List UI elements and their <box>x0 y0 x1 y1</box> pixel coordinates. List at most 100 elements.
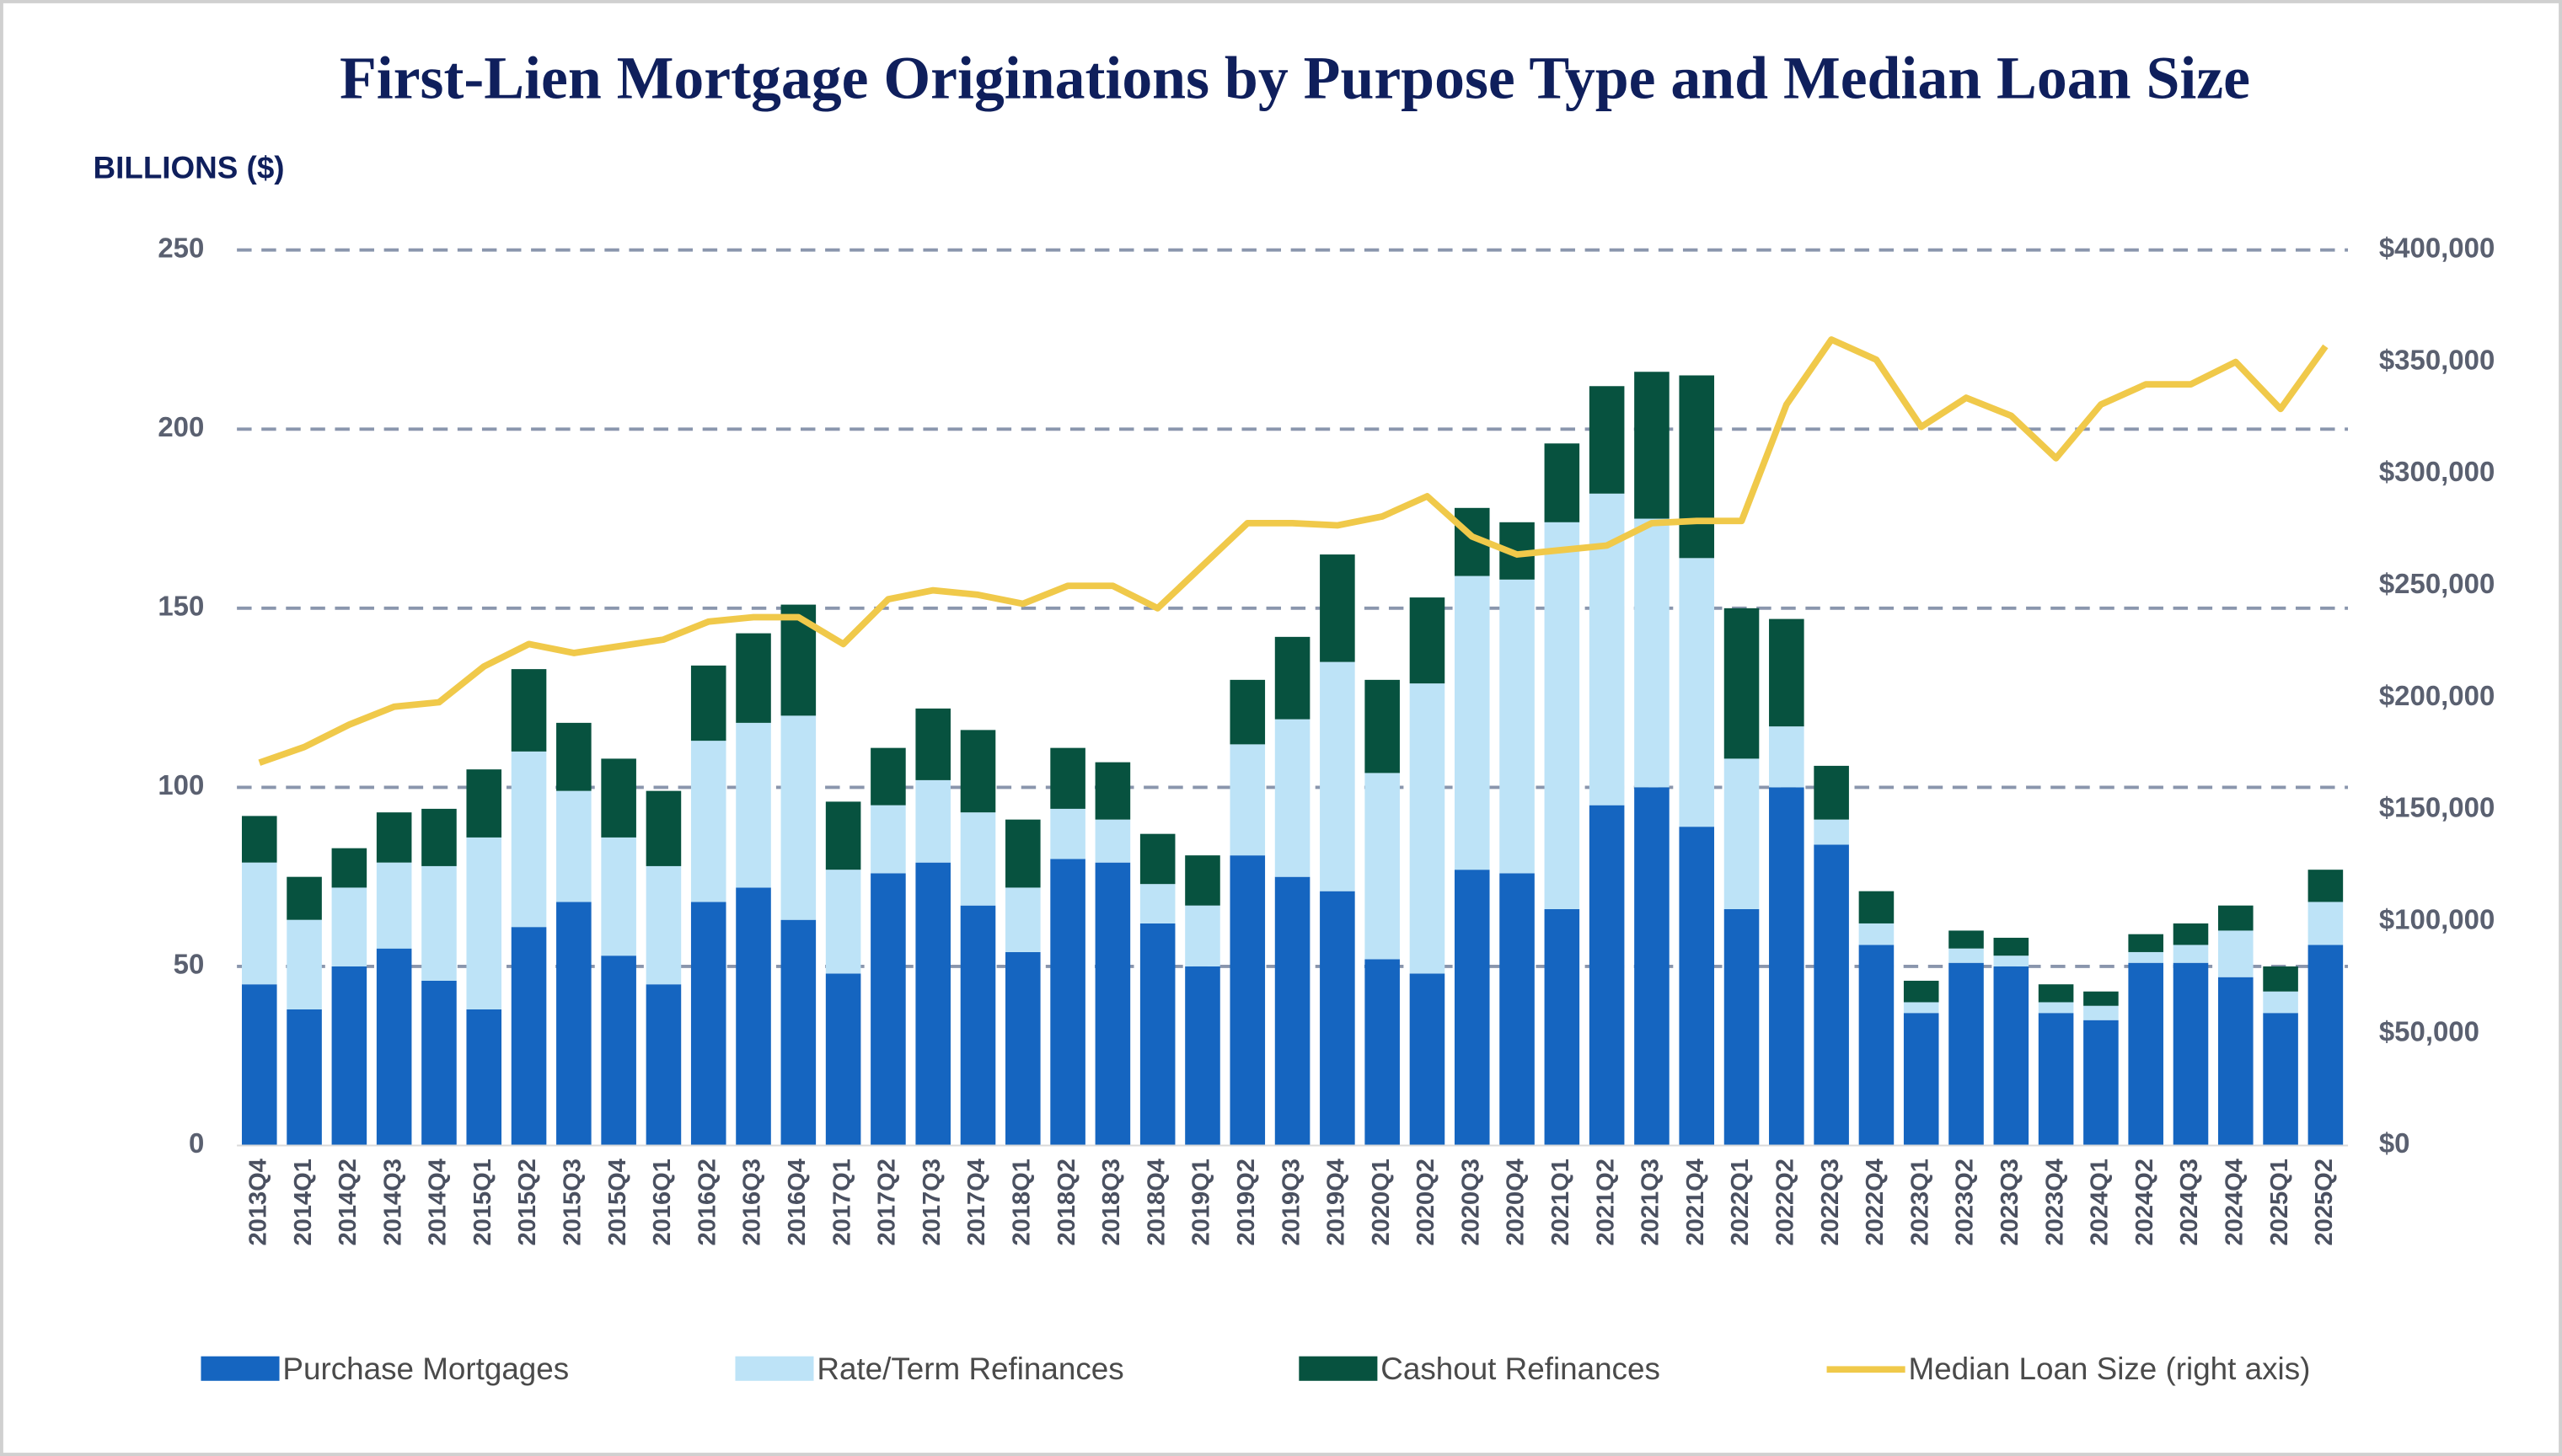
bar-segment <box>1948 962 1984 1146</box>
x-tick-label: 2022Q1 <box>1727 1159 1754 1246</box>
x-tick-label: 2023Q4 <box>2041 1158 2068 1245</box>
bar-segment <box>1858 945 1895 1146</box>
chart-title: First-Lien Mortgage Originations by Purp… <box>339 46 2250 113</box>
bar-segment <box>1005 887 1041 952</box>
bar-segment <box>1050 747 1085 809</box>
bar-segment <box>780 715 817 920</box>
bar-segment <box>1634 518 1670 788</box>
x-tick-label: 2020Q2 <box>1412 1159 1439 1246</box>
bar-segment <box>1005 819 1041 888</box>
bar-segment <box>1814 844 1849 1146</box>
x-tick-label: 2019Q3 <box>1278 1159 1305 1246</box>
bar-segment <box>2083 1020 2119 1146</box>
x-tick-label: 2021Q4 <box>1682 1158 1709 1245</box>
bar-segment <box>601 956 636 1146</box>
x-tick-label: 2025Q2 <box>2311 1159 2338 1246</box>
bar-segment <box>1409 973 1445 1146</box>
y-tick-label: 250 <box>158 232 204 263</box>
y-axis-label: BILLIONS ($) <box>94 150 285 185</box>
x-tick-label: 2021Q2 <box>1592 1159 1619 1246</box>
bar-segment <box>1230 744 1266 856</box>
x-tick-label: 2016Q1 <box>649 1159 676 1246</box>
x-tick-label: 2021Q1 <box>1547 1159 1574 1246</box>
x-tick-label: 2023Q3 <box>1997 1159 2023 1246</box>
bar-segment <box>1679 375 1715 559</box>
x-tick-label: 2020Q3 <box>1457 1159 1484 1246</box>
bar-segment <box>1139 884 1176 923</box>
x-tick-label: 2021Q3 <box>1637 1159 1664 1246</box>
bar-segment <box>915 708 951 780</box>
bar-segment <box>556 722 592 791</box>
bar-segment <box>1139 923 1176 1146</box>
x-tick-label: 2018Q2 <box>1053 1159 1080 1246</box>
bar-segment <box>960 905 996 1146</box>
x-tick-label: 2023Q2 <box>1952 1159 1979 1246</box>
bar-segment <box>601 758 636 838</box>
bar-segment <box>1185 855 1220 906</box>
bar-segment <box>421 865 457 981</box>
x-tick-label: 2014Q4 <box>425 1158 452 1245</box>
y2-tick-label: $100,000 <box>2379 904 2495 935</box>
bar-segment <box>1679 827 1715 1146</box>
bar-segment <box>1320 661 1355 891</box>
bar-segment <box>1499 873 1535 1146</box>
bar-segment <box>871 747 906 806</box>
bar-segment <box>1993 966 2029 1146</box>
y-tick-label: 100 <box>158 769 204 800</box>
x-tick-label: 2017Q4 <box>963 1158 990 1245</box>
x-tick-label: 2022Q2 <box>1772 1159 1799 1246</box>
y-tick-label: 150 <box>158 591 204 622</box>
bar-segment <box>2263 1013 2298 1146</box>
x-tick-label: 2018Q1 <box>1008 1159 1035 1246</box>
bar-segment <box>1095 819 1131 863</box>
bar-segment <box>1589 805 1625 1146</box>
bar-segment <box>690 902 726 1146</box>
bar-segment <box>2307 945 2344 1146</box>
bar-segment <box>1589 386 1625 494</box>
bar-segment <box>1320 554 1355 662</box>
bar-segment <box>2263 966 2298 992</box>
bar-segment <box>2307 870 2344 902</box>
bar-segment <box>1185 905 1220 966</box>
y2-tick-label: $300,000 <box>2379 456 2495 487</box>
bar-segment <box>1274 876 1310 1146</box>
bar-segment <box>1364 679 1400 774</box>
bar-segment <box>1634 372 1670 519</box>
legend-label: Cashout Refinances <box>1380 1352 1660 1386</box>
bar-segment <box>1544 908 1580 1146</box>
y2-tick-label: $400,000 <box>2379 232 2495 263</box>
bar-segment <box>511 927 547 1146</box>
bar-segment <box>287 1009 322 1146</box>
bar-segment <box>825 973 861 1146</box>
x-tick-label: 2014Q2 <box>335 1159 362 1246</box>
x-tick-label: 2018Q4 <box>1143 1158 1170 1245</box>
bar-segment <box>736 887 771 1146</box>
x-tick-label: 2019Q1 <box>1188 1159 1215 1246</box>
y-tick-label: 0 <box>189 1127 204 1159</box>
x-tick-label: 2019Q4 <box>1323 1158 1350 1245</box>
x-tick-label: 2024Q3 <box>2176 1159 2203 1246</box>
x-tick-label: 2024Q4 <box>2221 1158 2248 1245</box>
bar-segment <box>1454 870 1490 1146</box>
bar-segment <box>1274 636 1310 720</box>
bar-segment <box>241 816 277 863</box>
x-tick-label: 2024Q1 <box>2087 1159 2114 1246</box>
legend-swatch <box>201 1356 280 1381</box>
bar-segment <box>1364 959 1400 1146</box>
bar-segment <box>376 948 412 1146</box>
x-tick-label: 2025Q1 <box>2266 1159 2293 1246</box>
x-tick-label: 2014Q1 <box>290 1159 317 1246</box>
x-tick-label: 2024Q2 <box>2131 1159 2158 1246</box>
bar-segment <box>2218 905 2254 931</box>
bar-segment <box>780 919 817 1146</box>
x-tick-label: 2023Q1 <box>1906 1159 1933 1246</box>
x-tick-label: 2016Q4 <box>784 1158 811 1245</box>
legend-label: Rate/Term Refinances <box>817 1352 1123 1386</box>
bar-segment <box>1993 956 2029 966</box>
bar-segment <box>871 805 906 874</box>
bar-segment <box>2038 1013 2074 1146</box>
y2-tick-label: $350,000 <box>2379 344 2495 375</box>
bar-segment <box>2038 1002 2074 1014</box>
x-tick-label: 2017Q3 <box>919 1159 946 1246</box>
